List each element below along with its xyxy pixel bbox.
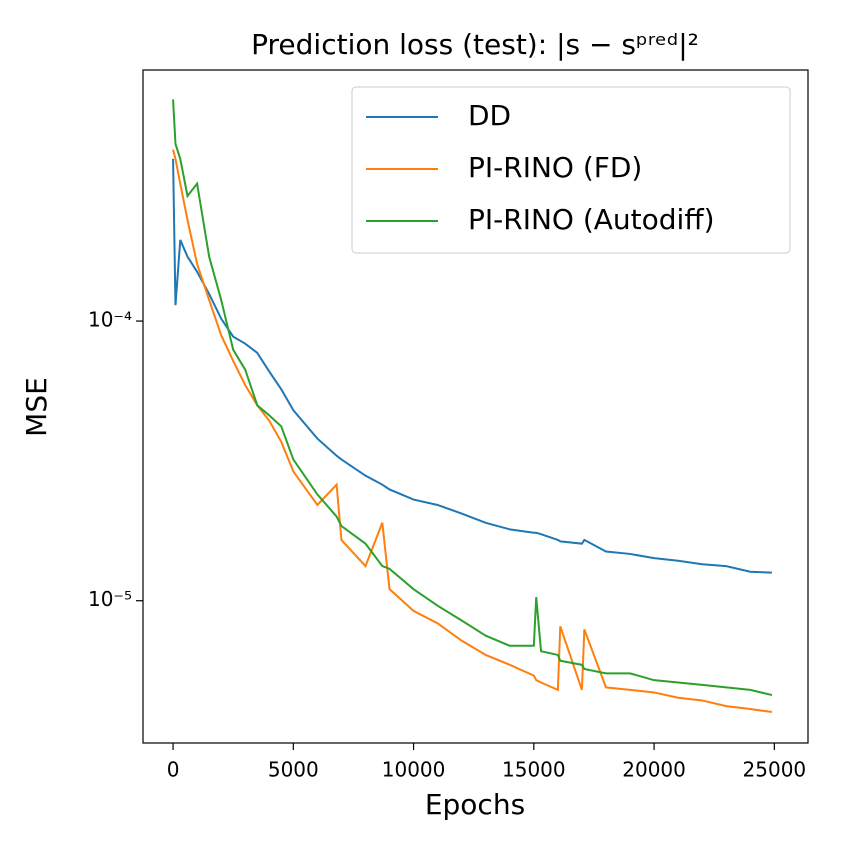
x-tick-label: 0 <box>167 758 180 782</box>
x-tick-label: 15000 <box>502 758 566 782</box>
y-tick-label: 10⁻⁵ <box>88 587 132 611</box>
x-tick-label: 5000 <box>268 758 319 782</box>
legend-box <box>351 86 791 254</box>
legend-label: DD <box>468 99 511 132</box>
x-tick-label: 25000 <box>743 758 807 782</box>
data-line <box>172 149 773 714</box>
y-tick-label: 10⁻⁴ <box>88 308 132 332</box>
x-tick-label: 20000 <box>622 758 686 782</box>
legend-label: PI-RINO (FD) <box>468 151 642 184</box>
chart-title: Prediction loss (test): |s − sᵖʳᵉᵈ|² <box>251 28 699 61</box>
x-tick-label: 10000 <box>382 758 446 782</box>
plot-frame <box>142 69 809 744</box>
data-line <box>172 158 772 574</box>
y-axis-label: MSE <box>20 377 53 437</box>
legend-label: PI-RINO (Autodiff) <box>468 203 715 236</box>
data-line <box>172 99 773 697</box>
x-axis-label: Epochs <box>425 788 525 821</box>
